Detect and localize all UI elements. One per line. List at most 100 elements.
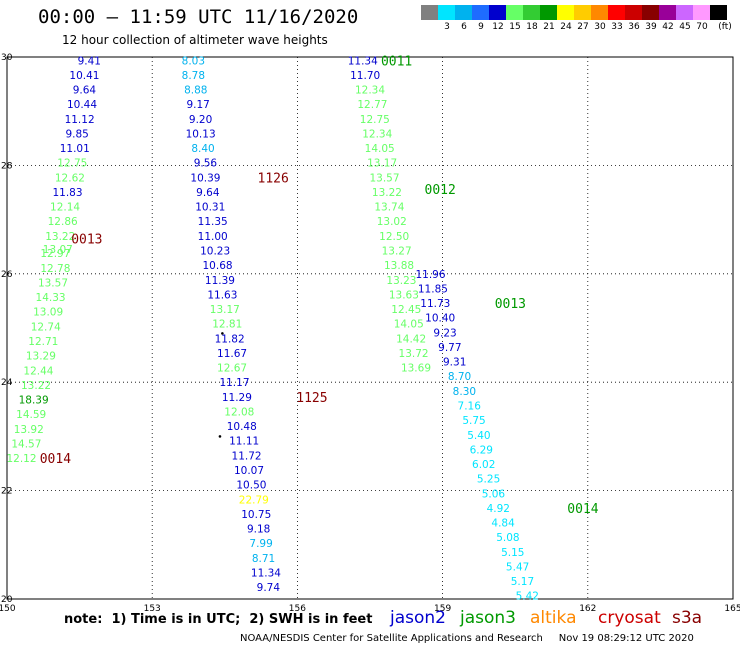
x-tick-label: 150 [0,604,16,614]
wave-height-value: 13.22 [21,380,51,392]
satellite-name: jason2 [390,608,446,628]
legend-label: 21 [543,22,555,32]
wave-height-value: 8.30 [453,386,476,398]
wave-height-value: 12.12 [6,453,36,465]
legend-label: 15 [509,22,521,32]
wave-height-value: 14.42 [396,333,426,345]
legend-swatch [472,5,489,20]
wave-height-value: 4.92 [487,503,510,515]
wave-height-value: 11.73 [420,298,450,310]
wave-height-value: 14.05 [365,143,395,155]
legend-swatch [489,5,506,20]
footer-note: note: 1) Time is in UTC; 2) SWH is in fe… [64,612,373,627]
wave-height-value: 9.77 [438,342,461,354]
wave-height-value: 10.23 [200,245,230,257]
wave-height-value: 9.18 [247,524,270,536]
satellite-name: s3a [672,608,703,628]
legend-label: 27 [577,22,589,32]
wave-height-value: 13.57 [38,277,68,289]
wave-height-value: 10.07 [234,465,264,477]
wave-height-value: 9.41 [78,55,101,67]
island-marker [221,332,224,335]
pass-time-label: 0014 [40,452,71,467]
wave-height-value: 11.01 [60,143,90,155]
legend-label: 33 [611,22,623,32]
legend-label: 18 [526,22,538,32]
pass-time-label: 1126 [258,171,289,186]
legend-swatch [591,5,608,20]
legend-swatch [608,5,625,20]
wave-height-value: 12.08 [224,406,254,418]
wave-height-value: 13.07 [43,244,73,256]
wave-height-value: 5.06 [482,488,506,500]
wave-height-value: 12.44 [23,365,53,377]
wave-height-value: 12.75 [57,158,87,170]
wave-height-value: 14.59 [16,409,46,421]
wave-height-value: 9.64 [196,187,220,199]
legend-swatch [659,5,676,20]
wave-height-value: 12.34 [355,85,385,97]
legend-swatch [710,5,727,20]
wave-height-value: 12.74 [31,321,61,333]
wave-height-value: 12.71 [28,336,58,348]
wave-height-value: 10.75 [241,509,271,521]
wave-height-value: 13.72 [399,348,429,360]
wave-height-value: 8.88 [184,85,207,97]
x-tick-label: 165 [724,604,740,614]
wave-height-value: 10.31 [195,202,225,214]
wave-height-value: 6.02 [472,459,495,471]
wave-height-value: 10.68 [203,260,233,272]
wave-height-value: 13.22 [372,187,402,199]
legend-label: 70 [696,22,708,32]
wave-height-value: 13.88 [384,260,414,272]
legend-label: 9 [478,22,484,32]
wave-height-value: 12.86 [48,216,78,228]
y-tick-label: 20 [1,595,13,605]
wave-height-value: 10.41 [69,70,99,82]
y-tick-label: 26 [1,270,13,280]
wave-height-value: 5.25 [477,474,500,486]
legend-swatch [523,5,540,20]
legend-label: 6 [461,22,467,32]
wave-height-value: 9.17 [186,99,209,111]
legend-unit-label: (ft) [718,22,732,32]
wave-height-value: 12.81 [212,319,242,331]
pass-time-label: 0013 [495,297,526,312]
wave-height-value: 12.14 [50,202,80,214]
wave-height-value: 14.57 [11,438,41,450]
wave-height-value: 10.40 [425,313,455,325]
wave-height-value: 9.56 [194,158,218,170]
legend-swatch [574,5,591,20]
wave-height-value: 8.78 [182,70,205,82]
pass-time-label: 0014 [567,502,598,517]
wave-height-value: 5.40 [467,430,490,442]
wave-height-value: 9.85 [65,128,88,140]
wave-height-value: 13.09 [33,307,63,319]
pass-time-label: 0012 [425,183,456,198]
legend-label: 24 [560,22,572,32]
pass-time-label: 0011 [381,54,412,69]
wave-height-value: 11.63 [207,289,237,301]
wave-height-value: 18.39 [19,395,49,407]
wave-height-value: 9.23 [433,327,456,339]
wave-height-value: 10.44 [67,99,97,111]
legend-swatch [506,5,523,20]
wave-height-value: 10.13 [186,128,216,140]
wave-height-value: 10.50 [236,480,266,492]
legend-label: 12 [492,22,504,32]
wave-height-value: 13.17 [367,158,397,170]
wave-height-value: 11.11 [229,436,259,448]
page-title: 00:00 – 11:59 UTC 11/16/2020 [38,6,359,28]
wave-height-value: 11.82 [215,333,245,345]
legend-swatch [642,5,659,20]
y-tick-label: 24 [1,378,13,388]
y-tick-label: 22 [1,487,12,497]
wave-height-value: 7.16 [458,401,482,413]
pass-time-label: 0013 [71,233,102,248]
wave-height-value: 22.79 [239,494,269,506]
wave-height-value: 12.97 [40,248,70,260]
wave-height-value: 10.39 [190,172,220,184]
legend-swatch [455,5,472,20]
wave-height-value: 13.27 [382,245,412,257]
legend-label: 36 [628,22,640,32]
